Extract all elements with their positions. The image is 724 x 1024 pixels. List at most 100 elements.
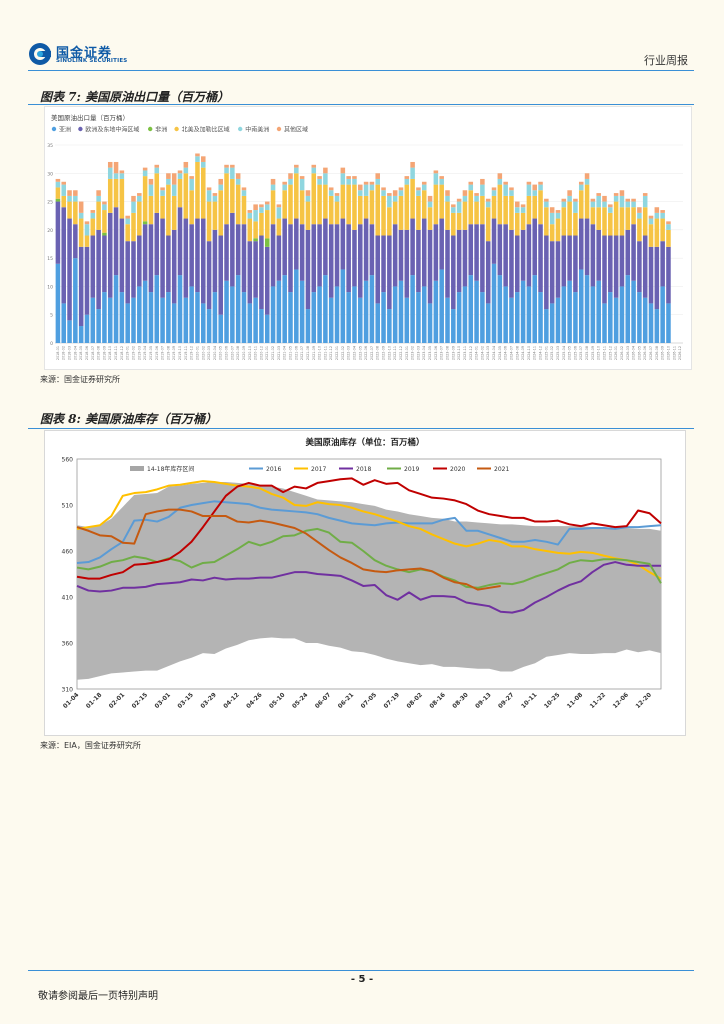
chart1-bar-segment — [55, 198, 61, 202]
chart1-bar-segment — [328, 187, 334, 191]
chart1-bar-segment — [96, 201, 101, 230]
chart1-bar-segment — [485, 201, 491, 208]
chart1-bar-segment — [549, 241, 555, 304]
chart1-bar-segment — [474, 193, 479, 196]
chart1-bar-segment — [282, 184, 287, 191]
chart1-bar-segment — [212, 195, 218, 202]
inventory-chart-panel: 美国原油库存（单位：百万桶） 310 360 410 460 510 560 01-04 01-… — [44, 430, 686, 736]
chart1-bar-segment — [183, 161, 189, 168]
chart1-bar-segment — [427, 303, 433, 343]
chart1-bar-segment — [416, 229, 421, 293]
chart1-x-tick: 2021-08 — [306, 346, 310, 360]
chart1-legend-label: 北美及加勒比区域 — [182, 126, 230, 134]
chart1-bar-segment — [131, 241, 136, 298]
chart1-bar-segment — [526, 184, 532, 196]
chart1-bar-segment — [433, 184, 439, 225]
chart1-bar-segment — [631, 207, 636, 225]
chart1-bar-segment — [421, 286, 427, 343]
chart1-x-tick: 2019-04 — [143, 346, 147, 360]
chart1-bar-segment — [515, 235, 520, 293]
chart1-bar-segment — [456, 229, 462, 293]
chart1-bar-segment — [148, 178, 154, 185]
chart1-legend-marker — [78, 126, 83, 132]
chart1-bar-segment — [195, 161, 200, 219]
chart1-x-tick: 2023-12 — [469, 346, 473, 360]
chart1-x-tick: 2019-01 — [126, 346, 130, 360]
chart1-x-tick: 2023-08 — [446, 346, 450, 360]
chart1-bar-segment — [573, 201, 578, 213]
chart1-bar-segment — [195, 292, 200, 343]
chart1-x-tick: 2026-05 — [637, 346, 641, 360]
chart1-bar-segment — [578, 184, 584, 191]
chart1-bar-segment — [648, 246, 654, 304]
chart1-bar-segment — [241, 190, 247, 196]
chart1-bar-segment — [544, 207, 549, 236]
chart1-bar-segment — [584, 184, 590, 219]
chart1-bar-segment — [625, 229, 631, 276]
chart1-x-tick: 2019-10 — [178, 346, 182, 360]
chart1-bar-segment — [619, 195, 625, 208]
chart1-bar-segment — [619, 190, 625, 196]
chart1-x-tick: 2019-05 — [149, 346, 153, 360]
chart1-bar-segment — [596, 193, 601, 196]
chart1-legend-marker — [174, 126, 179, 132]
chart1-x-tick: 2019-09 — [172, 346, 176, 360]
chart1-bar-segment — [340, 173, 346, 185]
chart1-bar-segment — [177, 178, 183, 208]
chart1-bar-segment — [567, 235, 572, 281]
chart1-bar-segment — [160, 195, 165, 219]
chart1-x-tick: 2023-06 — [434, 346, 438, 360]
chart2-series-line — [76, 480, 662, 580]
chart1-bar-segment — [526, 181, 532, 185]
chart1-bar-segment — [142, 221, 148, 225]
chart1-bar-segment — [171, 184, 177, 196]
chart2-title: 美国原油库存（单位：百万桶） — [305, 437, 424, 448]
chart1-x-tick: 2024-07 — [509, 346, 513, 360]
chart1-bar-segment — [410, 161, 415, 168]
chart1-y-tick: 25 — [47, 200, 53, 206]
chart1-x-tick: 2019-11 — [184, 346, 188, 360]
chart1-x-tick: 2026-08 — [655, 346, 659, 360]
chart1-bar-segment — [171, 195, 177, 230]
chart1-bar-segment — [113, 275, 119, 343]
chart1-bar-segment — [288, 224, 293, 293]
chart1-x-tick: 2025-06 — [573, 346, 577, 360]
chart1-x-tick: 2020-12 — [259, 346, 263, 360]
chart1-bar-segment — [480, 178, 485, 185]
chart2-x-tick: 12-06 — [612, 691, 631, 710]
chart1-x-tick: 2020-11 — [254, 346, 258, 360]
chart1-bar-segment — [201, 303, 206, 343]
chart1-bar-segment — [445, 190, 450, 196]
chart1-bar-segment — [61, 195, 66, 208]
footer-divider — [28, 970, 694, 971]
chart1-bar-segment — [317, 178, 322, 185]
chart1-bar-segment — [637, 207, 642, 213]
chart1-bar-segment — [201, 161, 206, 168]
chart2-series-line — [76, 527, 662, 589]
chart1-bar-segment — [666, 229, 671, 247]
chart1-bar-segment — [96, 195, 101, 202]
chart1-bar-segment — [346, 184, 351, 225]
chart2-x-tick: 09-27 — [497, 691, 516, 710]
chart1-bar-segment — [526, 224, 532, 287]
chart1-bar-segment — [84, 235, 90, 247]
chart1-bar-segment — [544, 235, 549, 310]
chart1-bar-segment — [299, 176, 305, 179]
chart1-bar-segment — [131, 297, 136, 343]
chart1-bar-segment — [398, 229, 404, 281]
chart1-x-tick: 2022-07 — [370, 346, 374, 360]
chart2-x-tick: 10-25 — [543, 691, 562, 710]
chart1-bar-segment — [84, 314, 90, 343]
chart1-y-tick: 15 — [47, 256, 53, 262]
chart1-bar-segment — [67, 190, 72, 196]
chart1-bar-segment — [131, 201, 136, 213]
chart1-bar-segment — [276, 218, 282, 236]
chart2-x-tick: 06-07 — [314, 691, 333, 710]
chart2-x-tick: 07-19 — [383, 691, 402, 710]
chart1-bar-segment — [218, 190, 223, 236]
chart1-bar-segment — [503, 184, 508, 196]
chart1-bar-segment — [259, 235, 264, 310]
chart1-bar-segment — [102, 235, 107, 293]
chart1-bar-segment — [142, 170, 148, 177]
chart1-bar-segment — [497, 184, 503, 225]
